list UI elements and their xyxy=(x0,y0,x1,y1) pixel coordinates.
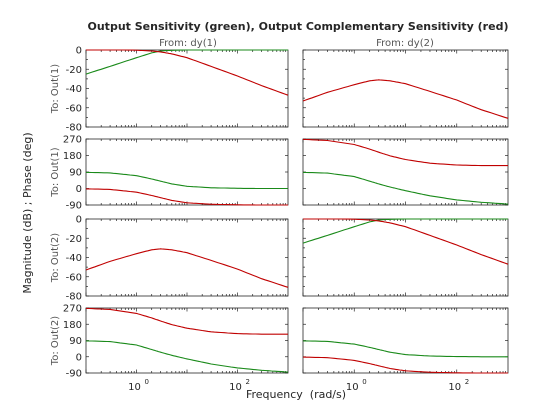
green-curve xyxy=(302,218,508,244)
panel-2-1: 270 180 90 0 -90 To: Out(1) xyxy=(50,135,289,212)
red-curve xyxy=(302,356,508,374)
red-curve xyxy=(302,79,509,119)
green-curve xyxy=(86,171,288,190)
y-tick-label: 0 xyxy=(76,215,82,226)
y-tick-label: 90 xyxy=(69,168,82,179)
row-label: To: Out(1) xyxy=(50,64,61,114)
chart-title: Output Sensitivity (green), Output Compl… xyxy=(88,20,509,33)
red-curve xyxy=(86,49,289,96)
x-axis-label: Frequency (rad/s) xyxy=(246,388,346,401)
red-curve xyxy=(303,218,509,265)
column-label-2: From: dy(2) xyxy=(376,38,434,49)
y-tick-label: -90 xyxy=(66,369,82,380)
green-curve xyxy=(85,340,289,373)
y-tick-label: -80 xyxy=(66,292,82,303)
panel-3-1: 0 -20 -40 -60 -80 To: Out(2) xyxy=(50,215,289,303)
x-tick-exponent: 0 xyxy=(145,378,149,386)
red-curve xyxy=(85,307,288,335)
y-axis-label: Magnitude (dB) ; Phase (deg) xyxy=(21,132,34,293)
column-label-1: From: dy(1) xyxy=(159,38,217,49)
panel-3-2 xyxy=(302,218,509,297)
y-tick-label: -60 xyxy=(66,272,82,283)
row-label: To: Out(2) xyxy=(50,316,61,366)
y-tick-label: 90 xyxy=(69,336,82,347)
y-tick-label: -20 xyxy=(66,65,82,76)
red-curve xyxy=(86,188,288,206)
red-curve xyxy=(85,248,289,288)
panel-frame xyxy=(302,307,509,374)
y-tick-label: 180 xyxy=(63,320,82,331)
row-label: To: Out(2) xyxy=(50,233,61,283)
y-tick-label: 180 xyxy=(63,151,82,162)
x-tick-exponent: 2 xyxy=(246,378,250,386)
panel-frame xyxy=(85,218,289,297)
y-tick-label: -40 xyxy=(66,253,82,264)
green-curve xyxy=(303,340,508,358)
y-tick-label: 0 xyxy=(76,184,82,195)
x-tick-exponent: 0 xyxy=(362,378,366,386)
panel-frame xyxy=(85,307,289,374)
y-tick-label: 270 xyxy=(63,135,82,146)
panel-frame xyxy=(85,138,289,206)
x-tick-label: 10 xyxy=(346,382,359,393)
x-tick-exponent: 2 xyxy=(465,378,469,386)
x-tick-label: 10 xyxy=(448,382,461,393)
green-curve xyxy=(302,171,509,205)
row-label: To: Out(1) xyxy=(50,147,61,197)
y-tick-label: -90 xyxy=(66,201,82,212)
y-tick-label: -60 xyxy=(66,103,82,114)
x-tick-label: 10 xyxy=(229,382,242,393)
panel-1-1: 0 -20 -40 -60 -80 To: Out(1) xyxy=(50,46,289,134)
panel-1-2 xyxy=(302,49,509,128)
y-tick-label: -20 xyxy=(66,234,82,245)
y-tick-label: 0 xyxy=(76,46,82,57)
x-tick-label: 10 xyxy=(128,382,141,393)
green-curve xyxy=(85,49,288,75)
panel-4-1: 270 180 90 0 -90 To: Out(2) 10 0 10 2 xyxy=(50,304,289,393)
red-curve xyxy=(302,138,508,167)
panel-frame xyxy=(302,218,509,297)
panel-4-2: 10 0 10 2 xyxy=(302,307,509,393)
panel-2-2 xyxy=(302,138,509,206)
y-tick-label: 0 xyxy=(76,352,82,363)
panel-frame xyxy=(302,49,509,128)
panel-frame xyxy=(85,49,289,128)
y-tick-label: 270 xyxy=(63,304,82,315)
panel-frame xyxy=(302,138,509,206)
y-tick-label: -80 xyxy=(66,123,82,134)
y-tick-label: -40 xyxy=(66,84,82,95)
